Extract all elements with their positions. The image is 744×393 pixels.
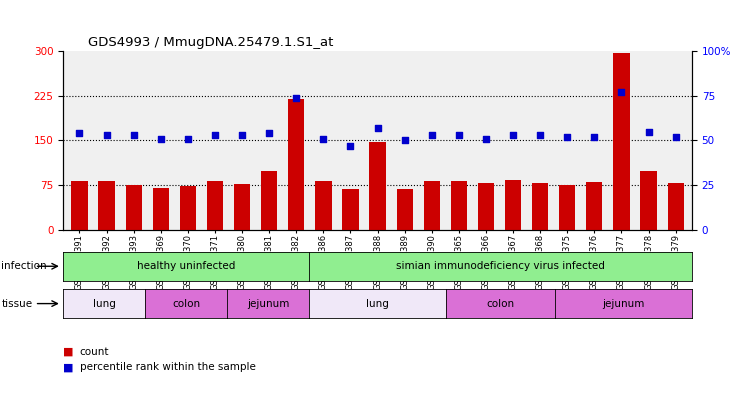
Text: ■: ■ [63, 362, 74, 373]
Point [615, 89, 627, 95]
Point [670, 134, 682, 140]
Bar [559, 185, 575, 230]
Point [318, 136, 330, 142]
Bar [370, 142, 385, 230]
Text: jejunum: jejunum [603, 299, 645, 309]
Point [372, 125, 384, 131]
Bar [315, 181, 332, 230]
Bar [180, 186, 196, 230]
Bar [342, 189, 359, 230]
Point [589, 134, 600, 140]
Bar [451, 181, 467, 230]
Point [480, 136, 492, 142]
Text: jejunum: jejunum [247, 299, 289, 309]
Text: ■: ■ [63, 347, 74, 357]
Point [74, 130, 86, 136]
Point [534, 132, 546, 138]
Bar [586, 182, 603, 230]
Point [426, 132, 437, 138]
Bar [234, 184, 250, 230]
Point [155, 136, 167, 142]
Text: colon: colon [487, 299, 515, 309]
Text: healthy uninfected: healthy uninfected [137, 261, 235, 271]
Bar [478, 184, 494, 230]
Point [263, 130, 275, 136]
Bar [126, 185, 142, 230]
Point [100, 132, 112, 138]
Bar [532, 184, 548, 230]
Text: count: count [80, 347, 109, 357]
Bar [667, 184, 684, 230]
Bar [261, 171, 278, 230]
Bar [98, 181, 115, 230]
Point [182, 136, 194, 142]
Point [236, 132, 248, 138]
Text: lung: lung [366, 299, 389, 309]
Text: simian immunodeficiency virus infected: simian immunodeficiency virus infected [396, 261, 605, 271]
Text: tissue: tissue [1, 299, 33, 309]
Bar [423, 181, 440, 230]
Point [453, 132, 465, 138]
Point [209, 132, 221, 138]
Bar [613, 53, 629, 230]
Point [399, 137, 411, 143]
Bar [397, 189, 413, 230]
Point [507, 132, 519, 138]
Point [344, 143, 356, 149]
Bar [641, 171, 657, 230]
Point [290, 94, 302, 101]
Text: colon: colon [172, 299, 200, 309]
Text: GDS4993 / MmugDNA.25479.1.S1_at: GDS4993 / MmugDNA.25479.1.S1_at [89, 35, 334, 48]
Text: percentile rank within the sample: percentile rank within the sample [80, 362, 255, 373]
Point [128, 132, 140, 138]
Bar [288, 99, 304, 230]
Bar [71, 181, 88, 230]
Point [643, 129, 655, 135]
Bar [207, 181, 223, 230]
Bar [153, 188, 169, 230]
Point [561, 134, 573, 140]
Text: infection: infection [1, 261, 47, 271]
Bar [505, 180, 522, 230]
Text: lung: lung [93, 299, 115, 309]
